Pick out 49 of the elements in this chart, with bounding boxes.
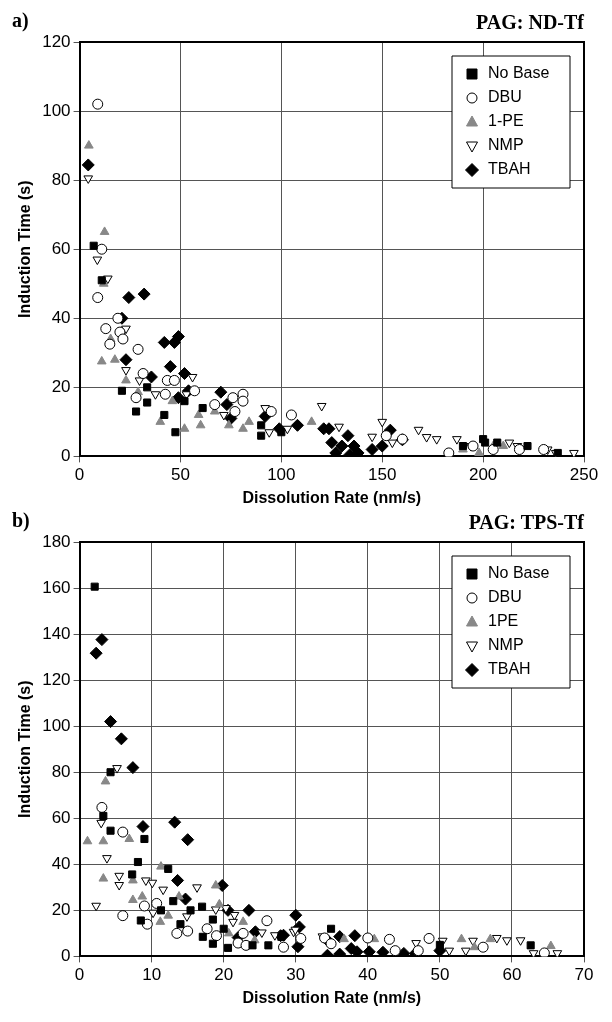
y-tick-label: 80	[51, 169, 71, 189]
legend-label: TBAH	[488, 660, 531, 678]
x-tick-label: 10	[142, 965, 162, 985]
legend-label: 1PE	[488, 612, 519, 630]
y-tick-label: 120	[42, 669, 71, 689]
y-tick-label: 80	[51, 761, 71, 781]
text: a)	[12, 9, 29, 33]
y-tick-label: 60	[51, 807, 71, 827]
legend-label: DBU	[488, 88, 522, 106]
y-tick-label: 20	[51, 900, 71, 920]
y-axis-title: Induction Time (s)	[16, 180, 34, 318]
x-axis-title: Dissolution Rate (nm/s)	[242, 488, 422, 506]
y-tick-label: 140	[42, 623, 71, 643]
y-tick-label: 40	[51, 854, 71, 873]
x-tick-label: 250	[569, 465, 599, 485]
x-tick-label: 20	[214, 965, 234, 985]
legend-label: TBAH	[488, 160, 531, 178]
y-tick-label: 60	[51, 238, 71, 258]
x-tick-label: 30	[286, 965, 306, 985]
y-tick-label: 0	[61, 446, 71, 466]
y-tick-label: 100	[42, 100, 71, 120]
x-tick-label: 50	[170, 465, 190, 485]
text: b)	[12, 509, 30, 533]
y-tick-label: 40	[51, 307, 71, 327]
x-tick-label: 50	[430, 965, 450, 985]
chart-title: PAG: ND-Tf	[476, 11, 585, 34]
y-tick-label: 180	[42, 531, 71, 551]
chart-title: PAG: TPS-Tf	[468, 511, 585, 534]
x-tick-label: 200	[468, 465, 498, 485]
y-tick-label: 160	[42, 577, 71, 597]
legend-label: No Base	[488, 64, 550, 82]
x-tick-label: 0	[74, 465, 85, 485]
y-axis-title: Induction Time (s)	[16, 680, 34, 818]
y-tick-label: 120	[42, 31, 71, 51]
x-tick-label: 70	[574, 965, 594, 985]
legend-label: No Base	[488, 564, 550, 582]
x-tick-label: 40	[358, 965, 378, 985]
legend-label: NMP	[488, 136, 524, 154]
x-tick-label: 60	[502, 965, 522, 985]
x-axis-title: Dissolution Rate (nm/s)	[242, 988, 422, 1006]
legend-label: NMP	[488, 636, 524, 654]
y-tick-label: 0	[61, 946, 71, 966]
x-tick-label: 100	[267, 465, 296, 485]
x-tick-label: 0	[74, 965, 85, 985]
y-tick-label: 100	[42, 715, 71, 735]
legend-label: 1-PE	[488, 112, 524, 130]
legend-label: DBU	[488, 588, 522, 606]
y-tick-label: 20	[51, 377, 71, 397]
x-tick-label: 150	[368, 465, 397, 485]
